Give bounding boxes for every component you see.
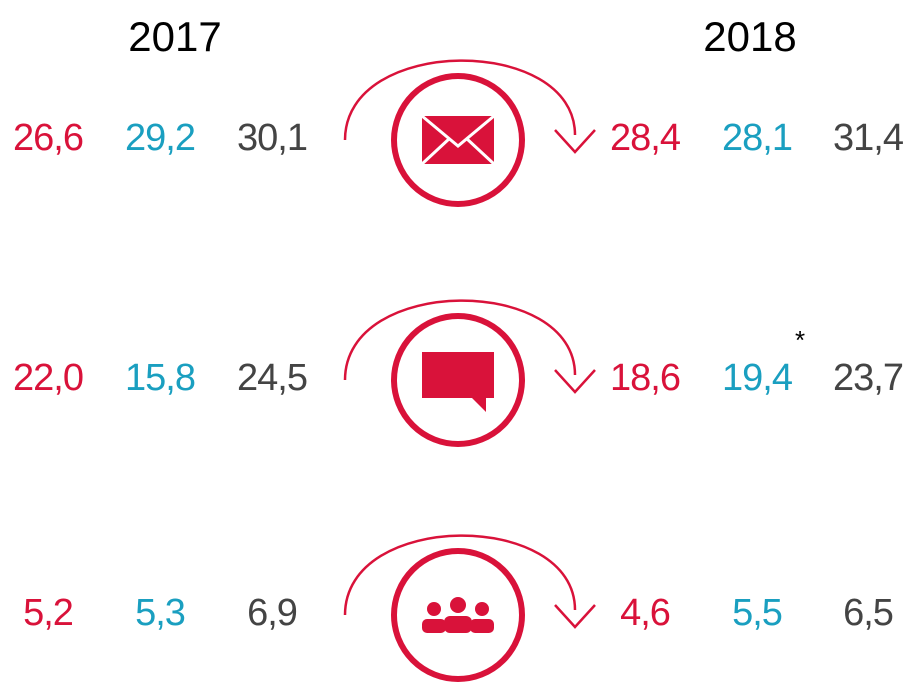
- value-2018: 31,4: [833, 117, 904, 159]
- icon-ring: [391, 313, 525, 447]
- value-2018: 4,6: [620, 592, 670, 634]
- footnote-mark: *: [795, 325, 805, 355]
- arrow-head: [554, 369, 596, 394]
- arrow-head: [554, 129, 596, 154]
- chat-bubble: [422, 352, 494, 412]
- icon-ring: [391, 548, 525, 682]
- arrow-arc: [343, 59, 577, 141]
- year-label: 2018: [703, 13, 796, 60]
- icon-ring: [391, 73, 525, 207]
- value-2017: 6,9: [247, 592, 297, 634]
- value-2017: 30,1: [237, 117, 307, 159]
- value-2017: 5,2: [23, 592, 73, 634]
- arrow-arc: [343, 299, 577, 381]
- row-icon: [343, 534, 596, 682]
- value-2018: 23,7: [833, 357, 903, 399]
- value-2017: 22,0: [13, 357, 83, 399]
- envelope-lines: [420, 114, 496, 166]
- value-2017: 5,3: [135, 592, 185, 634]
- value-2017: 26,6: [13, 117, 83, 159]
- row-icon: [343, 59, 596, 207]
- arrow-arc: [343, 534, 577, 616]
- value-2018: 28,1: [722, 117, 792, 159]
- value-2017: 15,8: [125, 357, 195, 399]
- envelope: [422, 116, 494, 164]
- year-label: 2017: [128, 13, 221, 60]
- value-2017: 29,2: [125, 117, 195, 159]
- row-icon: [343, 299, 596, 447]
- value-2018: 18,6: [610, 357, 680, 399]
- value-2018: 6,5: [843, 592, 893, 634]
- value-2018: 19,4: [722, 357, 793, 399]
- arrow-head: [554, 604, 596, 629]
- people: [422, 597, 494, 633]
- value-2017: 24,5: [237, 357, 307, 399]
- value-2018: 5,5: [732, 592, 782, 634]
- value-2018: 28,4: [610, 117, 681, 159]
